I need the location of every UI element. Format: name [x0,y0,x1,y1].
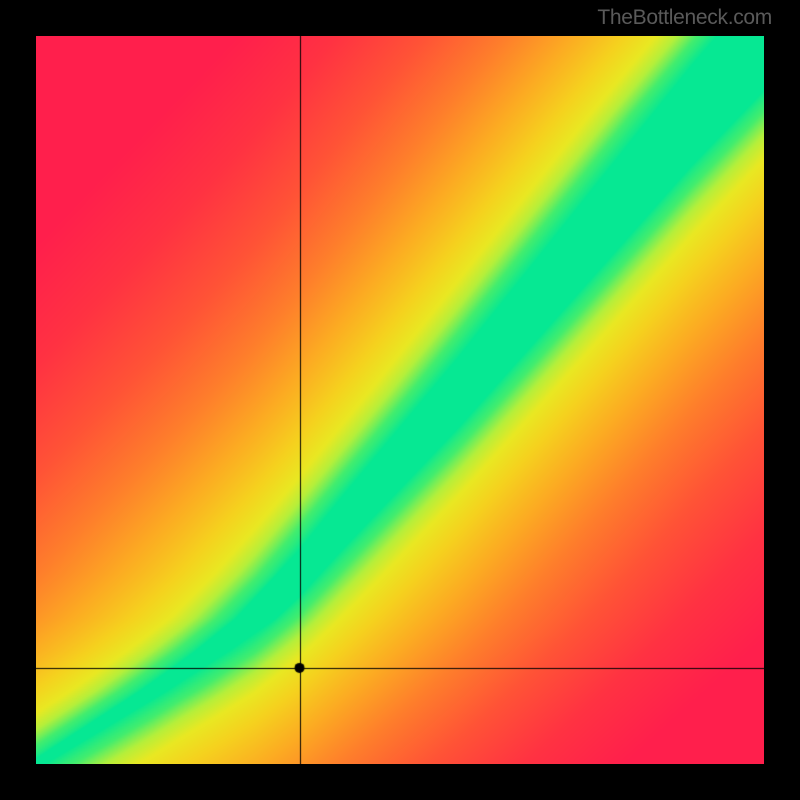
heatmap-plot [36,36,764,764]
attribution-text: TheBottleneck.com [597,6,772,30]
heatmap-canvas [36,36,764,764]
